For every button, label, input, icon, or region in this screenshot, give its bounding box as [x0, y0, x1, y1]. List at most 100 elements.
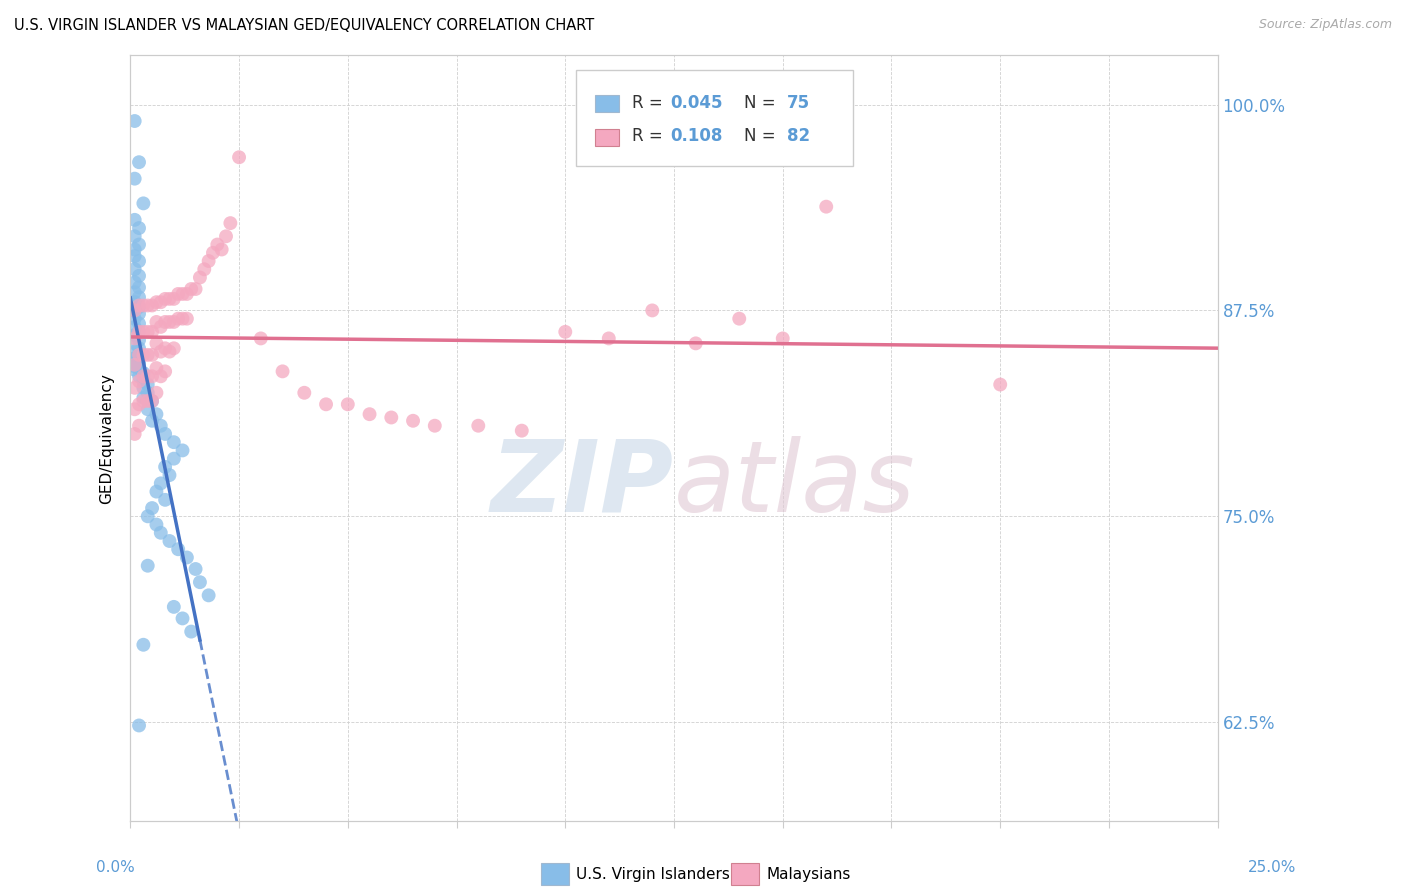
- Point: [136, 298, 159, 312]
- Text: R =: R =: [631, 128, 668, 145]
- Point: [124, 381, 146, 395]
- Point: [128, 369, 150, 384]
- Point: [128, 361, 150, 376]
- Point: [228, 150, 250, 164]
- Point: [201, 245, 224, 260]
- FancyBboxPatch shape: [595, 95, 619, 112]
- Point: [128, 718, 150, 732]
- Point: [136, 385, 159, 400]
- Point: [145, 385, 167, 400]
- Point: [685, 336, 707, 351]
- Point: [124, 331, 146, 345]
- Point: [149, 476, 172, 491]
- Point: [124, 229, 146, 244]
- Point: [132, 394, 155, 409]
- Point: [124, 212, 146, 227]
- Point: [132, 391, 155, 405]
- Point: [136, 402, 159, 417]
- Point: [149, 418, 172, 433]
- Point: [128, 280, 150, 294]
- Point: [167, 542, 190, 557]
- Point: [136, 325, 159, 339]
- Point: [176, 550, 198, 565]
- Point: [128, 298, 150, 312]
- Point: [163, 435, 186, 450]
- Point: [554, 325, 576, 339]
- Text: U.S. Virgin Islanders: U.S. Virgin Islanders: [576, 867, 730, 881]
- Point: [159, 292, 181, 306]
- Point: [145, 336, 167, 351]
- Point: [141, 501, 163, 516]
- Point: [315, 397, 337, 411]
- Point: [132, 369, 155, 384]
- Point: [124, 311, 146, 326]
- Point: [180, 282, 202, 296]
- Point: [141, 414, 163, 428]
- Text: 75: 75: [787, 94, 810, 112]
- Point: [132, 196, 155, 211]
- Point: [193, 262, 215, 277]
- Point: [124, 303, 146, 318]
- Point: [136, 369, 159, 384]
- Point: [197, 254, 219, 268]
- Point: [124, 171, 146, 186]
- Point: [132, 366, 155, 380]
- Point: [128, 268, 150, 283]
- Point: [163, 341, 186, 355]
- Point: [184, 282, 207, 296]
- Point: [163, 451, 186, 466]
- Point: [153, 426, 176, 441]
- Point: [132, 638, 155, 652]
- Point: [149, 344, 172, 359]
- Point: [988, 377, 1011, 392]
- Point: [124, 262, 146, 277]
- Point: [124, 359, 146, 374]
- Point: [211, 243, 233, 257]
- Point: [149, 525, 172, 540]
- Point: [136, 377, 159, 392]
- Point: [128, 341, 150, 355]
- Point: [141, 325, 163, 339]
- Point: [128, 325, 150, 339]
- Point: [176, 287, 198, 301]
- Point: [271, 364, 294, 378]
- Point: [467, 418, 489, 433]
- Point: [124, 319, 146, 334]
- Point: [141, 369, 163, 384]
- Point: [128, 317, 150, 331]
- Point: [128, 418, 150, 433]
- Text: 82: 82: [787, 128, 810, 145]
- Point: [359, 407, 381, 421]
- Point: [153, 364, 176, 378]
- Point: [132, 381, 155, 395]
- Point: [128, 397, 150, 411]
- Point: [402, 414, 425, 428]
- Point: [128, 348, 150, 362]
- Point: [132, 348, 155, 362]
- Point: [128, 374, 150, 388]
- Point: [163, 599, 186, 614]
- Point: [128, 290, 150, 304]
- Point: [124, 351, 146, 366]
- Text: atlas: atlas: [673, 435, 915, 533]
- Point: [128, 221, 150, 235]
- Point: [149, 369, 172, 384]
- Point: [172, 311, 194, 326]
- Point: [128, 348, 150, 362]
- Text: ZIP: ZIP: [491, 435, 673, 533]
- Point: [159, 344, 181, 359]
- Point: [132, 298, 155, 312]
- Point: [149, 319, 172, 334]
- Point: [145, 295, 167, 310]
- Text: 0.045: 0.045: [671, 94, 723, 112]
- Point: [124, 285, 146, 300]
- Point: [128, 358, 150, 372]
- Point: [124, 402, 146, 417]
- Point: [124, 362, 146, 376]
- Point: [176, 311, 198, 326]
- Text: U.S. VIRGIN ISLANDER VS MALAYSIAN GED/EQUIVALENCY CORRELATION CHART: U.S. VIRGIN ISLANDER VS MALAYSIAN GED/EQ…: [14, 18, 595, 33]
- Point: [197, 588, 219, 602]
- Y-axis label: GED/Equivalency: GED/Equivalency: [100, 373, 114, 503]
- Point: [128, 237, 150, 252]
- Point: [132, 325, 155, 339]
